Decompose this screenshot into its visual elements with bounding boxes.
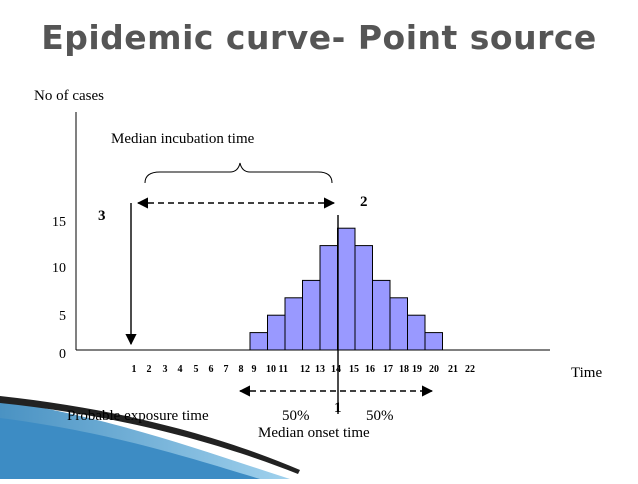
x-tick-17: 17 (383, 364, 393, 375)
x-tick-19: 19 (412, 364, 422, 375)
x-tick-14: 14 (331, 364, 341, 375)
x-tick-6: 6 (209, 364, 214, 375)
bar-10 (267, 314, 286, 351)
bar-13 (319, 245, 338, 351)
y-tick-0: 0 (59, 347, 66, 362)
bars (249, 227, 443, 351)
bar-15 (354, 245, 373, 351)
slide-title: Epidemic curve- Point source (41, 18, 597, 57)
x-tick-4: 4 (178, 364, 183, 375)
x-tick-9: 9 (252, 364, 257, 375)
bar-17 (389, 297, 408, 351)
x-axis-label: Time (571, 365, 602, 381)
right-percent-label: 50% (366, 408, 394, 424)
bar-18 (407, 314, 426, 351)
x-tick-20: 20 (429, 364, 439, 375)
marker-2: 2 (360, 194, 368, 210)
x-tick-16: 16 (365, 364, 375, 375)
bar-19 (424, 332, 443, 351)
x-tick-18: 18 (399, 364, 409, 375)
median-onset-label: Median onset time (258, 425, 370, 441)
x-tick-1: 1 (132, 364, 137, 375)
swoosh-decoration (0, 396, 300, 479)
x-tick-5: 5 (194, 364, 199, 375)
bar-14 (337, 227, 356, 351)
bar-12 (302, 279, 321, 351)
x-tick-10-11: 10 11 (266, 364, 288, 375)
x-tick-12: 12 (300, 364, 310, 375)
x-tick-7: 7 (224, 364, 229, 375)
x-tick-15: 15 (349, 364, 359, 375)
bar-9 (249, 332, 268, 351)
x-tick-21: 21 (448, 364, 458, 375)
y-tick-10: 10 (52, 261, 66, 276)
y-tick-5: 5 (59, 309, 66, 324)
x-tick-labels: 1 2 3 4 5 6 7 8 9 10 11 12 13 14 15 16 17 18 19 20 21 22 (132, 364, 476, 375)
marker-3: 3 (98, 208, 106, 224)
y-tick-15: 15 (52, 215, 66, 230)
y-axis-label: No of cases (34, 88, 104, 104)
x-tick-22: 22 (465, 364, 475, 375)
bar-11 (284, 297, 303, 351)
marker-1: 1 (334, 400, 342, 416)
x-tick-13: 13 (315, 364, 325, 375)
y-tick-labels: 0 5 10 15 (52, 215, 66, 362)
x-tick-3: 3 (163, 364, 168, 375)
x-tick-8: 8 (239, 364, 244, 375)
x-tick-2: 2 (147, 364, 152, 375)
bar-16 (372, 279, 391, 351)
probable-exposure-label: Probable exposure time (67, 408, 209, 424)
left-percent-label: 50% (282, 408, 310, 424)
median-incubation-label: Median incubation time (111, 131, 255, 147)
incubation-brace (144, 162, 333, 184)
